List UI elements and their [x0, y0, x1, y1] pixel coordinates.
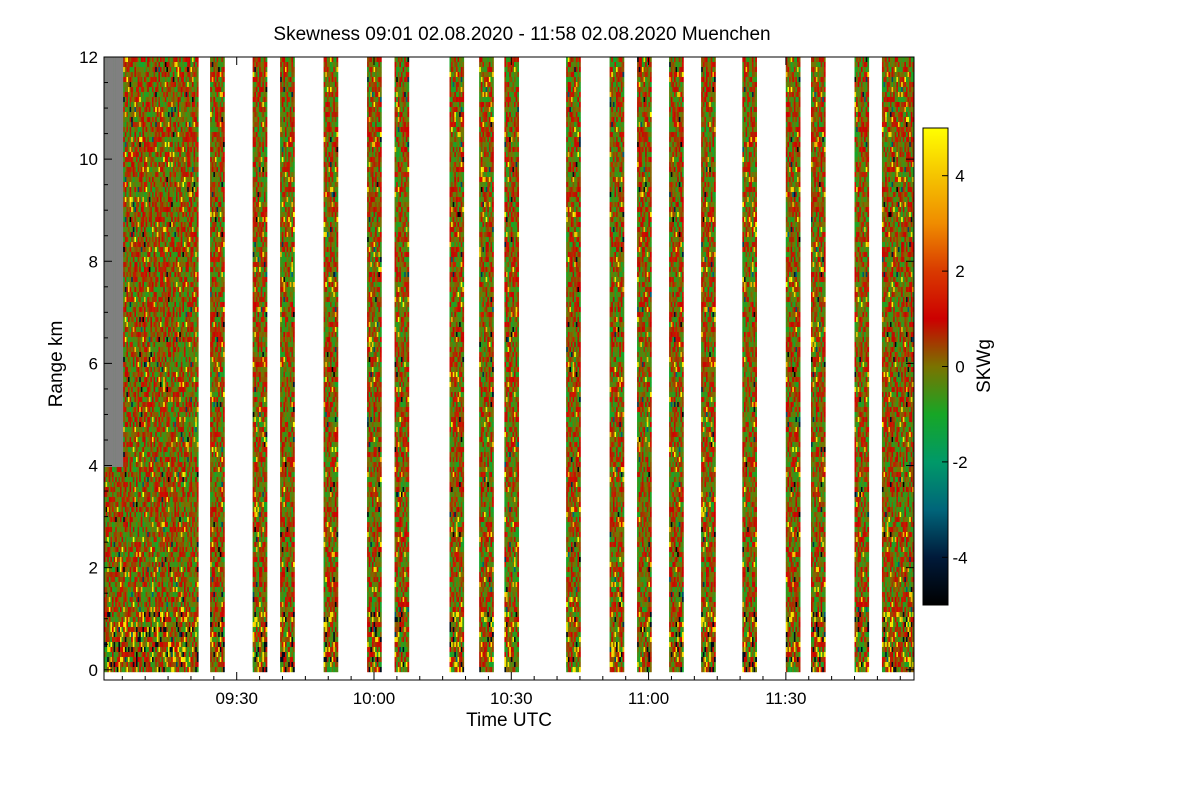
colorbar: 4 2 0 -2 -4 SKWg: [923, 128, 995, 605]
colorbar-tick-label: -4: [952, 548, 967, 567]
heatmap-segment: [701, 57, 716, 672]
colorbar-tick-label: -2: [952, 453, 967, 472]
colorbar-tick-label: 4: [955, 167, 964, 186]
heatmap-segment: [395, 57, 410, 672]
y-tick-label: 10: [79, 150, 98, 169]
heatmap-segment: [637, 57, 652, 672]
heatmap-segment: [504, 57, 519, 672]
heatmap-segment: [324, 57, 339, 672]
y-tick-label: 4: [89, 457, 98, 476]
heatmap-segment: [610, 57, 625, 672]
chart-title: Skewness 09:01 02.08.2020 - 11:58 02.08.…: [273, 24, 770, 45]
x-tick-label: 09:30: [215, 689, 258, 708]
heatmap-segment: [104, 57, 199, 672]
heatmap-segment: [669, 57, 684, 672]
heatmap-segment: [882, 57, 916, 672]
colorbar-tick-label: 0: [955, 358, 964, 377]
heatmap-segment: [855, 57, 870, 672]
y-tick-label: 6: [89, 354, 98, 373]
colorbar-label: SKWg: [974, 339, 995, 393]
x-axis-label: Time UTC: [466, 710, 552, 731]
heatmap-segment: [450, 57, 465, 672]
x-tick-label: 10:00: [353, 689, 396, 708]
colorbar-tick-label: 2: [955, 262, 964, 281]
heatmap-data: [104, 57, 916, 672]
heatmap-segment: [280, 57, 295, 672]
y-tick-label: 2: [89, 559, 98, 578]
x-tick-label: 11:30: [765, 689, 806, 708]
heatmap-segment: [786, 57, 801, 672]
x-tick-label: 10:30: [490, 689, 533, 708]
heatmap-segment: [253, 57, 268, 672]
heatmap-segment: [742, 57, 757, 672]
heatmap-segment: [811, 57, 826, 672]
heatmap-segment: [210, 57, 225, 672]
y-tick-label: 0: [89, 661, 98, 680]
y-tick-label: 8: [89, 252, 98, 271]
y-axis-label: Range km: [46, 321, 67, 408]
skewness-chart: Skewness 09:01 02.08.2020 - 11:58 02.08.…: [0, 0, 1200, 800]
heatmap-segment: [367, 57, 382, 672]
heatmap-segment: [566, 57, 581, 672]
y-tick-label: 12: [79, 48, 98, 67]
heatmap-segment: [479, 57, 494, 672]
x-tick-label: 11:00: [628, 689, 669, 708]
